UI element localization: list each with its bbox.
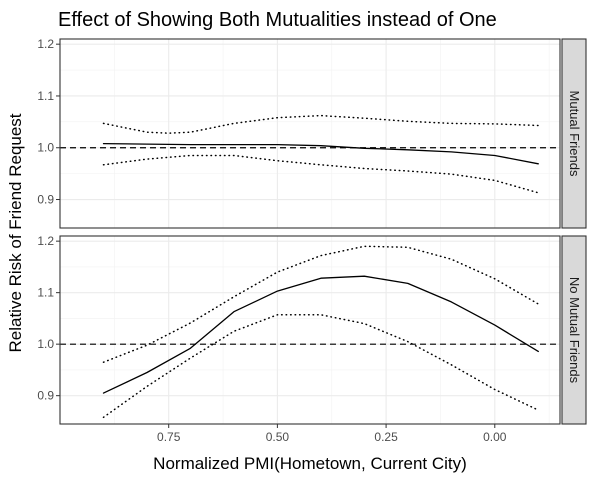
panels: 0.9 1.0 1.1 1.2 Mutual Friends 0.9 1.0 1.1 1.2 No…	[37, 37, 587, 425]
x-tick-label: 0.25	[374, 430, 398, 444]
facet-strip	[561, 38, 587, 229]
y-tick-label: 0.9	[37, 193, 54, 207]
y-tick-label: 1.2	[37, 37, 54, 51]
panel-border	[59, 235, 561, 425]
series-line-estimate	[102, 142, 539, 165]
y-tick-label: 1.0	[37, 337, 54, 351]
chart-title: Effect of Showing Both Mutualities inste…	[58, 9, 497, 31]
series-line-estimate	[102, 275, 539, 394]
facet-strip-label: Mutual Friends	[567, 91, 582, 177]
panel-0: 0.9 1.0 1.1 1.2 Mutual Friends	[37, 37, 587, 229]
x-tick-label: 0.00	[483, 430, 507, 444]
y-axis-title: Relative Risk of Friend Request	[6, 113, 25, 352]
y-tick-label: 0.9	[37, 389, 54, 403]
series-line-upper-bound	[102, 114, 540, 134]
x-tick-label: 0.75	[157, 430, 181, 444]
y-tick-label: 1.2	[37, 234, 54, 248]
facet-strip	[561, 235, 587, 425]
series-line-upper-bound	[102, 245, 540, 363]
series-line-lower-bound	[102, 154, 540, 194]
panel-1: 0.9 1.0 1.1 1.2 No Mutual Friends	[37, 234, 587, 425]
facet-strip-label: No Mutual Friends	[567, 277, 582, 384]
x-axis-title: Normalized PMI(Hometown, Current City)	[153, 454, 467, 473]
y-tick-label: 1.1	[37, 89, 54, 103]
panel-border	[59, 38, 561, 229]
panel-background	[60, 236, 560, 424]
y-tick-label: 1.1	[37, 286, 54, 300]
panel-background	[60, 39, 560, 228]
x-tick-label: 0.50	[266, 430, 290, 444]
y-tick-label: 1.0	[37, 141, 54, 155]
x-axis: 0.75 0.50 0.25 0.00	[157, 424, 507, 444]
